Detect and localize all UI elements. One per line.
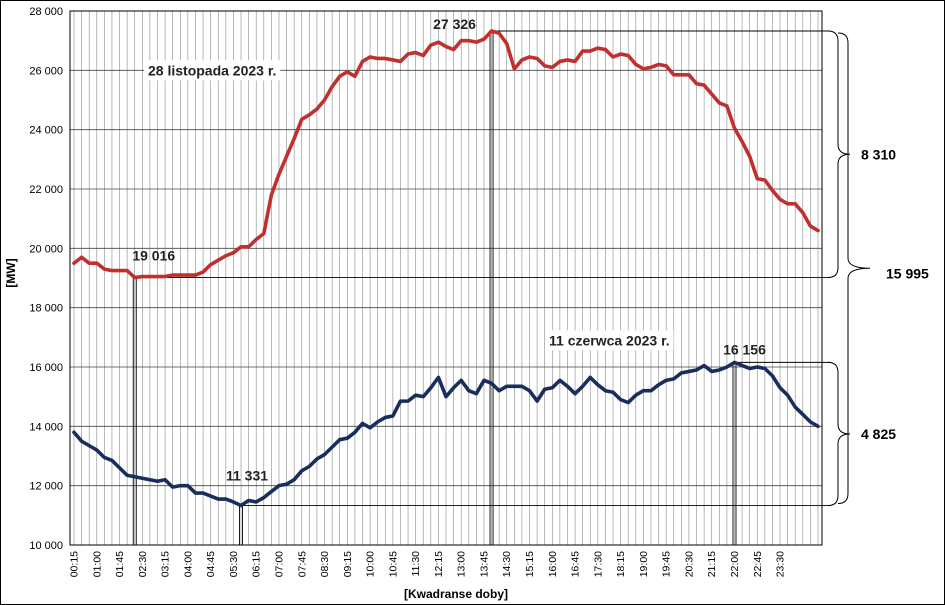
- y-tick-label: 22 000: [29, 184, 63, 196]
- y-tick-label: 12 000: [29, 481, 63, 493]
- x-tick-label: 20:30: [683, 551, 695, 577]
- y-tick-label: 20 000: [29, 243, 63, 255]
- x-tick-label: 05:30: [228, 551, 240, 577]
- x-tick-label: 22:00: [729, 551, 741, 577]
- x-tick-label: 02:30: [137, 551, 149, 577]
- x-axis-title: [Kwadranse doby]: [404, 587, 508, 601]
- x-tick-label: 10:45: [387, 551, 399, 577]
- x-tick-label: 08:30: [319, 551, 331, 577]
- x-tick-label: 01:00: [91, 551, 103, 577]
- x-tick-label: 10:00: [365, 551, 377, 577]
- x-tick-label: 01:45: [114, 551, 126, 577]
- y-tick-label: 24 000: [29, 125, 63, 137]
- brace-series1: [827, 30, 851, 279]
- y-axis-title: [MW]: [4, 258, 18, 287]
- series-line-2: [72, 360, 820, 508]
- x-tick-label: 03:15: [160, 551, 172, 577]
- x-tick-label: 16:00: [547, 551, 559, 577]
- x-tick-label: 16:45: [570, 551, 582, 577]
- series1-range-label: 8 310: [861, 146, 896, 162]
- total-range-label: 15 995: [886, 265, 929, 281]
- y-tick-label: 28 000: [29, 6, 63, 18]
- x-tick-label: 13:45: [478, 551, 490, 577]
- x-tick-label: 19:45: [661, 551, 673, 577]
- series1-label: 28 listopada 2023 r.: [148, 62, 276, 78]
- y-tick-label: 26 000: [29, 65, 63, 77]
- series-line-1: [72, 29, 820, 280]
- x-tick-label: 14:30: [501, 551, 513, 577]
- series2-max-label: 16 156: [723, 341, 766, 357]
- x-tick-label: 22:45: [752, 551, 764, 577]
- x-tick-label: 07:00: [273, 551, 285, 577]
- x-tick-label: 06:15: [251, 551, 263, 577]
- x-tick-label: 04:00: [182, 551, 194, 577]
- x-tick-label: 19:00: [638, 551, 650, 577]
- x-tick-label: 15:15: [524, 551, 536, 577]
- x-tick-label: 13:00: [456, 551, 468, 577]
- x-tick-label: 17:30: [592, 551, 604, 577]
- y-tick-label: 10 000: [29, 540, 63, 552]
- y-tick-label: 14 000: [29, 421, 63, 433]
- x-tick-label: 23:30: [775, 551, 787, 577]
- y-tick-label: 18 000: [29, 303, 63, 315]
- plot-border: [69, 10, 823, 546]
- x-tick-label: 18:15: [615, 551, 627, 577]
- series2-label-background: [545, 330, 674, 351]
- series2-range-label: 4 825: [861, 426, 896, 442]
- y-tick-label: 16 000: [29, 362, 63, 374]
- x-tick-label: 09:15: [342, 551, 354, 577]
- series2-label: 11 czerwca 2023 r.: [549, 332, 670, 348]
- x-tick-label: 11:30: [410, 551, 422, 577]
- x-tick-label: 00:15: [69, 551, 81, 577]
- brace-total: [837, 32, 871, 505]
- brace-series2: [827, 361, 851, 507]
- series2-min-label: 11 331: [226, 468, 268, 484]
- x-tick-label: 07:45: [296, 551, 308, 577]
- series1-max-label: 27 326: [433, 16, 476, 32]
- x-tick-label: 21:15: [706, 551, 718, 577]
- series1-min-label: 19 016: [132, 248, 175, 264]
- x-tick-label: 12:15: [433, 551, 445, 577]
- series1-label-background: [144, 60, 281, 81]
- x-tick-label: 04:45: [205, 551, 217, 577]
